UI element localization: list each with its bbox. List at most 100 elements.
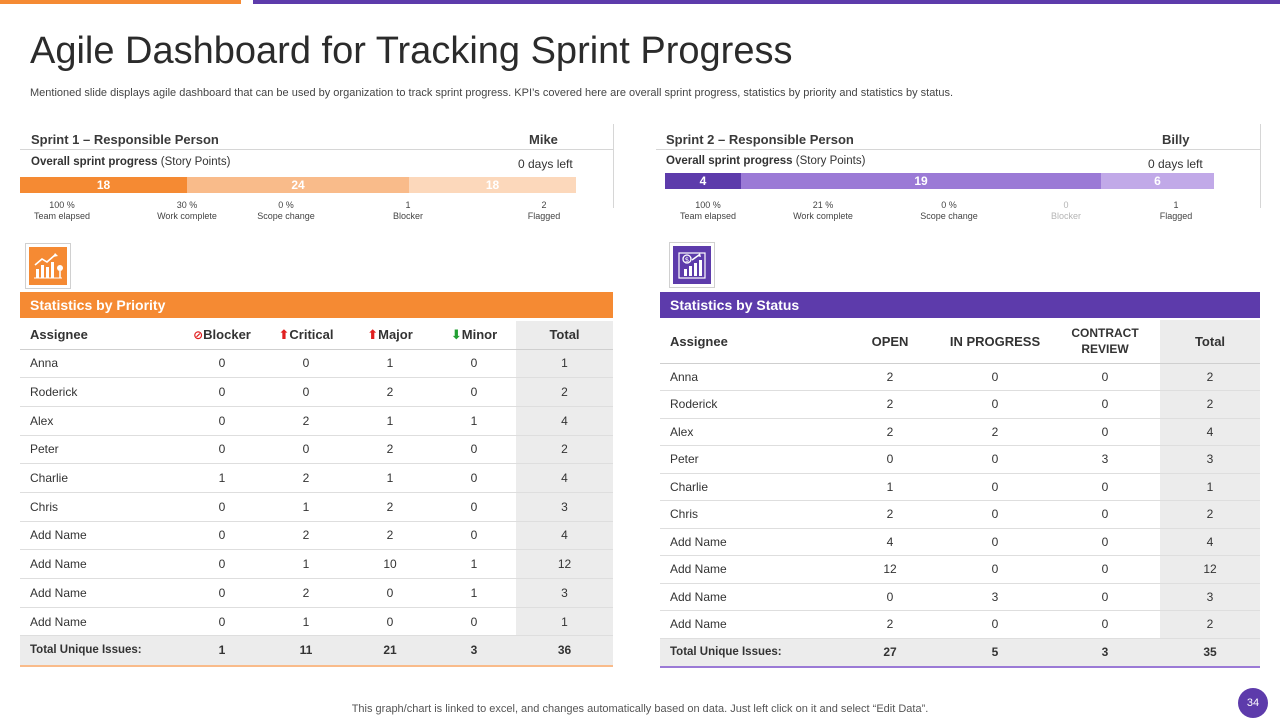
count-cell: 1 bbox=[264, 549, 348, 579]
divider bbox=[20, 149, 613, 150]
count-cell: 0 bbox=[348, 578, 432, 608]
column-header-critical: ⬆Critical bbox=[264, 321, 348, 350]
assignee-cell: Anna bbox=[660, 363, 840, 391]
assignee-cell: Anna bbox=[20, 349, 180, 379]
assignee-cell: Add Name bbox=[20, 549, 180, 579]
table-footer-row: Total Unique Issues: 27 5 3 35 bbox=[660, 638, 1260, 667]
sprint1-title: Sprint 1 – Responsible Person bbox=[31, 132, 219, 147]
progress-segment: 24 bbox=[187, 177, 409, 193]
svg-text:$: $ bbox=[685, 256, 689, 264]
top-accent-purple bbox=[253, 0, 1280, 4]
count-cell: 1 bbox=[432, 578, 516, 608]
total-cell: 4 bbox=[516, 406, 613, 436]
kpi-team-elapsed: 100 % Team elapsed bbox=[679, 200, 737, 221]
count-cell: 0 bbox=[940, 610, 1050, 639]
footer-total-cell: 1 bbox=[180, 635, 264, 667]
table-row: Add Name 0 2 2 0 4 bbox=[20, 521, 613, 551]
column-header: OPEN bbox=[840, 320, 940, 364]
kpi-flagged: 2 Flagged bbox=[527, 200, 561, 221]
total-cell: 3 bbox=[1160, 445, 1260, 474]
count-cell: 0 bbox=[1050, 473, 1160, 501]
assignee-cell: Add Name bbox=[660, 555, 840, 584]
count-cell: 2 bbox=[264, 406, 348, 436]
count-cell: 12 bbox=[840, 555, 940, 584]
table-row: Chris 2 0 0 2 bbox=[660, 500, 1260, 529]
count-cell: 0 bbox=[180, 521, 264, 551]
total-cell: 2 bbox=[1160, 610, 1260, 639]
count-cell: 0 bbox=[940, 528, 1050, 556]
total-cell: 1 bbox=[516, 349, 613, 379]
column-header: Total bbox=[1160, 320, 1260, 364]
assignee-cell: Alex bbox=[660, 418, 840, 446]
total-cell: 2 bbox=[516, 435, 613, 465]
sprint1-progress-label: Overall sprint progress (Story Points) bbox=[31, 156, 231, 168]
assignee-cell: Alex bbox=[20, 406, 180, 436]
count-cell: 0 bbox=[180, 578, 264, 608]
status-icon-box: $ bbox=[669, 242, 715, 288]
count-cell: 2 bbox=[348, 377, 432, 407]
assignee-cell: Add Name bbox=[660, 610, 840, 639]
count-cell: 0 bbox=[1050, 583, 1160, 611]
status-table: Assignee OPEN IN PROGRESS CONTRACT REVIE… bbox=[660, 320, 1260, 668]
arrow-up-icon: ⬆ bbox=[278, 326, 290, 342]
count-cell: 2 bbox=[348, 521, 432, 551]
progress-segment: 4 bbox=[665, 173, 741, 189]
assignee-cell: Peter bbox=[20, 435, 180, 465]
table-row: Add Name 0 3 0 3 bbox=[660, 583, 1260, 611]
progress-segment: 19 bbox=[741, 173, 1101, 189]
count-cell: 0 bbox=[1050, 363, 1160, 391]
assignee-cell: Charlie bbox=[660, 473, 840, 501]
count-cell: 1 bbox=[348, 349, 432, 379]
count-cell: 3 bbox=[940, 583, 1050, 611]
count-cell: 2 bbox=[840, 610, 940, 639]
count-cell: 0 bbox=[432, 463, 516, 493]
table-row: Chris 0 1 2 0 3 bbox=[20, 492, 613, 522]
total-cell: 4 bbox=[516, 463, 613, 493]
count-cell: 0 bbox=[1050, 390, 1160, 419]
table-row: Charlie 1 0 0 1 bbox=[660, 473, 1260, 501]
table-row: Peter 0 0 3 3 bbox=[660, 445, 1260, 474]
count-cell: 0 bbox=[264, 435, 348, 465]
table-row: Add Name 0 1 10 1 12 bbox=[20, 549, 613, 579]
top-accent-orange bbox=[0, 0, 241, 4]
sprint1-days-left: 0 days left bbox=[518, 157, 573, 171]
sprint2-panel: Sprint 2 – Responsible Person Billy Over… bbox=[656, 124, 1262, 221]
kpi-flagged: 1 Flagged bbox=[1159, 200, 1193, 221]
count-cell: 2 bbox=[348, 492, 432, 522]
assignee-cell: Add Name bbox=[660, 583, 840, 611]
table-row: Roderick 0 0 2 0 2 bbox=[20, 377, 613, 407]
count-cell: 0 bbox=[348, 607, 432, 637]
growth-chart-icon bbox=[29, 247, 67, 285]
count-cell: 2 bbox=[840, 500, 940, 529]
table-row: Anna 2 0 0 2 bbox=[660, 363, 1260, 391]
total-cell: 1 bbox=[516, 607, 613, 637]
count-cell: 0 bbox=[1050, 555, 1160, 584]
count-cell: 0 bbox=[1050, 528, 1160, 556]
column-header: Assignee bbox=[660, 320, 840, 364]
status-section-title: Statistics by Status bbox=[660, 292, 1260, 318]
page-title: Agile Dashboard for Tracking Sprint Prog… bbox=[30, 30, 793, 72]
assignee-cell: Charlie bbox=[20, 463, 180, 493]
progress-segment: 18 bbox=[409, 177, 576, 193]
assignee-cell: Add Name bbox=[20, 578, 180, 608]
sprint1-person: Mike bbox=[529, 132, 558, 147]
table-footer-row: Total Unique Issues: 1 11 21 3 36 bbox=[20, 635, 613, 667]
total-cell: 12 bbox=[516, 549, 613, 579]
count-cell: 2 bbox=[264, 521, 348, 551]
table-row: Add Name 2 0 0 2 bbox=[660, 610, 1260, 639]
kpi-scope-change: 0 % Scope change bbox=[920, 200, 978, 221]
count-cell: 0 bbox=[432, 521, 516, 551]
count-cell: 1 bbox=[348, 406, 432, 436]
column-header-blocker: ⊘Blocker bbox=[180, 321, 264, 350]
table-row: Alex 0 2 1 1 4 bbox=[20, 406, 613, 436]
assignee-cell: Add Name bbox=[20, 607, 180, 637]
table-row: Anna 0 0 1 0 1 bbox=[20, 349, 613, 379]
assignee-cell: Add Name bbox=[20, 521, 180, 551]
count-cell: 0 bbox=[180, 492, 264, 522]
count-cell: 0 bbox=[180, 435, 264, 465]
count-cell: 0 bbox=[180, 607, 264, 637]
count-cell: 0 bbox=[432, 349, 516, 379]
arrow-down-icon: ⬇ bbox=[450, 326, 462, 342]
count-cell: 0 bbox=[1050, 418, 1160, 446]
column-header: Assignee bbox=[20, 321, 180, 350]
